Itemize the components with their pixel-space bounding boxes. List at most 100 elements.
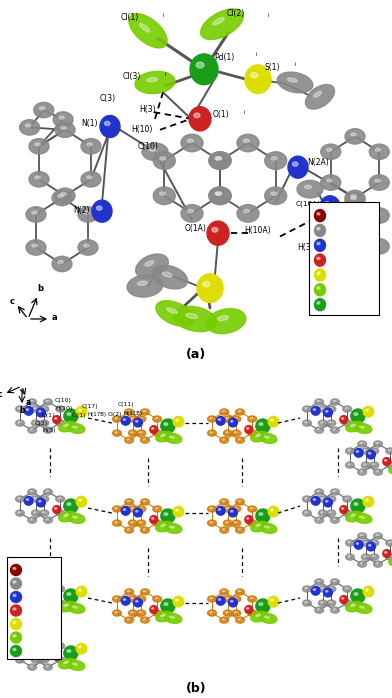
Ellipse shape (40, 586, 49, 592)
Ellipse shape (305, 422, 307, 423)
Text: O(1A): O(1A) (185, 224, 207, 233)
Ellipse shape (210, 507, 212, 509)
Ellipse shape (351, 514, 356, 517)
Circle shape (367, 450, 376, 459)
Circle shape (76, 496, 87, 507)
Ellipse shape (28, 427, 36, 433)
Circle shape (367, 542, 376, 551)
Ellipse shape (42, 408, 45, 409)
Ellipse shape (16, 643, 24, 649)
Circle shape (351, 589, 365, 603)
Ellipse shape (248, 430, 257, 436)
Circle shape (121, 417, 130, 425)
Ellipse shape (226, 432, 229, 433)
Ellipse shape (238, 529, 241, 530)
Ellipse shape (67, 660, 85, 670)
Ellipse shape (303, 510, 311, 516)
Ellipse shape (260, 614, 277, 623)
Ellipse shape (343, 510, 352, 516)
Ellipse shape (34, 103, 54, 118)
Ellipse shape (317, 287, 320, 289)
Ellipse shape (13, 567, 16, 570)
Ellipse shape (374, 469, 383, 475)
Ellipse shape (129, 416, 137, 422)
Ellipse shape (325, 500, 328, 502)
Text: (a): (a) (186, 348, 206, 361)
Ellipse shape (143, 529, 145, 530)
Ellipse shape (330, 422, 332, 423)
Ellipse shape (247, 518, 249, 519)
Ellipse shape (64, 514, 68, 517)
Ellipse shape (203, 281, 210, 287)
Text: C(3): C(3) (35, 421, 48, 426)
Circle shape (11, 591, 22, 602)
Ellipse shape (30, 429, 33, 430)
Ellipse shape (141, 589, 149, 595)
Ellipse shape (375, 179, 381, 182)
Ellipse shape (155, 432, 158, 433)
Ellipse shape (160, 192, 166, 195)
Text: O: O (338, 255, 346, 265)
Ellipse shape (360, 470, 363, 472)
Circle shape (134, 598, 142, 607)
Ellipse shape (78, 207, 98, 222)
Ellipse shape (29, 139, 49, 154)
Ellipse shape (250, 417, 253, 419)
Ellipse shape (236, 527, 244, 533)
Ellipse shape (370, 540, 379, 546)
Ellipse shape (213, 17, 224, 24)
Ellipse shape (165, 614, 182, 623)
Circle shape (323, 498, 332, 507)
Ellipse shape (330, 498, 332, 499)
FancyBboxPatch shape (7, 557, 61, 659)
Ellipse shape (348, 556, 350, 557)
Ellipse shape (194, 113, 200, 118)
Ellipse shape (56, 406, 65, 412)
Ellipse shape (372, 542, 375, 543)
Circle shape (36, 498, 45, 507)
Ellipse shape (243, 139, 249, 142)
Text: H: H (338, 211, 346, 220)
Ellipse shape (59, 658, 76, 669)
Text: Pd: Pd (33, 646, 45, 655)
Ellipse shape (16, 586, 24, 592)
Ellipse shape (59, 512, 76, 522)
Ellipse shape (303, 496, 311, 502)
Ellipse shape (346, 448, 354, 454)
Ellipse shape (250, 597, 253, 599)
Ellipse shape (169, 616, 174, 618)
Text: C(3): C(3) (100, 94, 116, 103)
Ellipse shape (164, 513, 168, 515)
Ellipse shape (115, 597, 118, 599)
Ellipse shape (58, 588, 61, 589)
Ellipse shape (234, 417, 237, 419)
Text: C: C (33, 579, 39, 588)
FancyBboxPatch shape (309, 202, 379, 315)
Ellipse shape (58, 645, 61, 646)
Ellipse shape (361, 462, 370, 468)
Ellipse shape (131, 432, 133, 433)
Ellipse shape (345, 254, 365, 269)
Ellipse shape (250, 521, 253, 523)
Ellipse shape (277, 72, 313, 93)
Ellipse shape (210, 521, 212, 523)
Text: O(1): O(1) (42, 413, 55, 417)
Circle shape (11, 618, 22, 630)
Ellipse shape (317, 609, 320, 610)
Ellipse shape (248, 416, 257, 422)
Text: (b): (b) (186, 681, 206, 695)
Ellipse shape (222, 500, 225, 502)
Ellipse shape (208, 596, 216, 602)
Ellipse shape (208, 520, 216, 526)
Ellipse shape (321, 422, 323, 423)
Ellipse shape (330, 427, 339, 433)
Ellipse shape (18, 659, 20, 660)
Circle shape (24, 644, 33, 652)
Ellipse shape (359, 426, 364, 428)
Ellipse shape (374, 533, 383, 539)
Ellipse shape (321, 498, 323, 499)
Ellipse shape (46, 637, 49, 639)
Circle shape (121, 596, 130, 605)
Ellipse shape (28, 517, 36, 524)
Ellipse shape (303, 406, 311, 412)
